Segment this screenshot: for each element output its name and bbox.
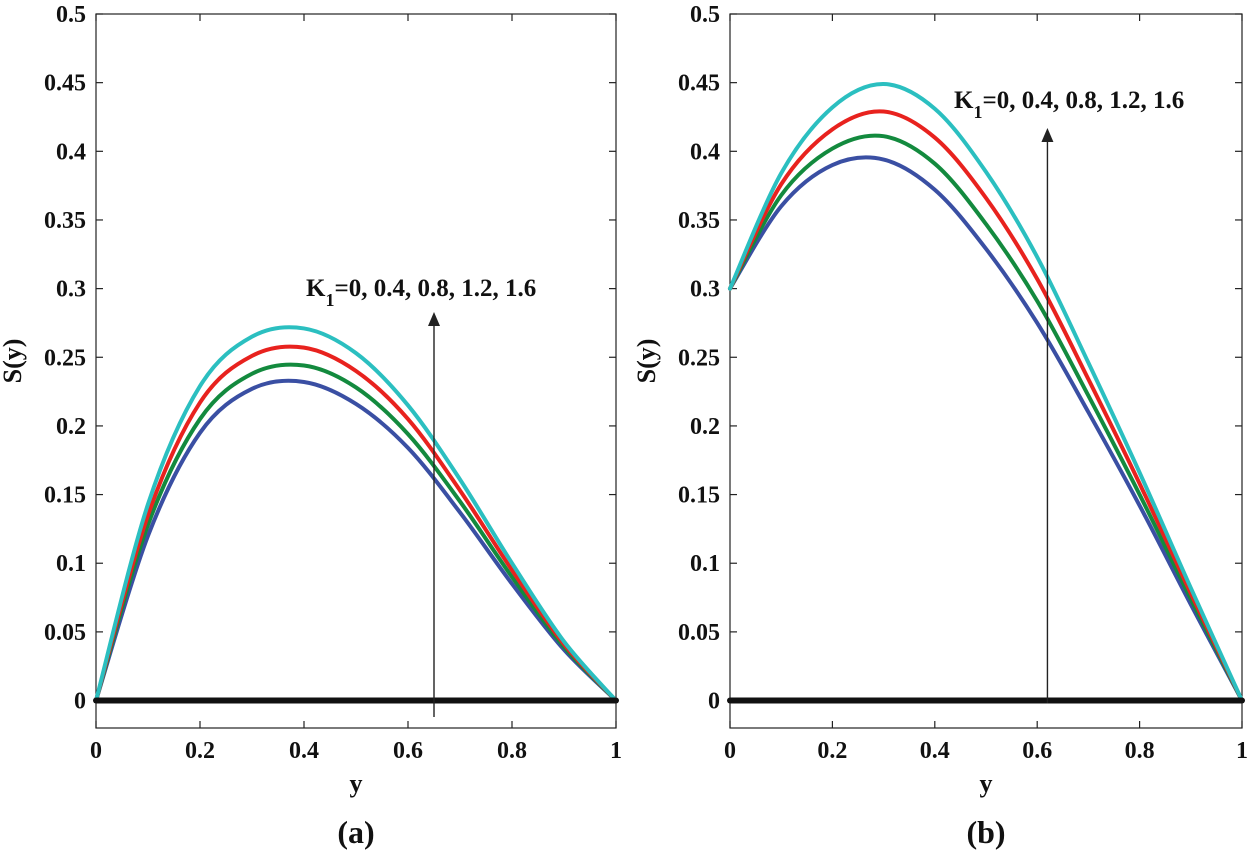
y-tick-label: 0.25 bbox=[44, 345, 86, 371]
x-tick-label: 0.4 bbox=[289, 738, 319, 764]
y-tick-label: 0.35 bbox=[678, 208, 720, 234]
series-line-3 bbox=[94, 325, 618, 703]
x-axis-label: y bbox=[980, 769, 993, 798]
series-line-3 bbox=[728, 82, 1244, 703]
annotation-prefix: K bbox=[954, 87, 974, 114]
y-tick-label: 0.5 bbox=[690, 2, 720, 28]
x-tick-label: 0.8 bbox=[497, 738, 527, 764]
x-tick-label: 1 bbox=[1236, 738, 1248, 764]
x-tick-label: 0 bbox=[90, 738, 102, 764]
annotation-arrow-head bbox=[428, 311, 440, 326]
annotation-prefix: K bbox=[306, 275, 326, 302]
series-line-2 bbox=[728, 109, 1244, 703]
x-tick-label: 0.8 bbox=[1125, 738, 1155, 764]
y-tick-label: 0.2 bbox=[56, 414, 86, 440]
y-tick-label: 0.1 bbox=[56, 551, 86, 577]
y-tick-label: 0.1 bbox=[690, 551, 720, 577]
y-tick-label: 0.15 bbox=[678, 483, 720, 509]
y-tick-label: 0.4 bbox=[690, 139, 720, 165]
chart-panel-b: 0 0.2 0.4 0.6 0.8 1 0 0.05 0.1 0.15 0.2 0.25 0.3 0.35… bbox=[632, 2, 1248, 850]
x-axis-label: y bbox=[350, 769, 363, 798]
panel-caption: (b) bbox=[966, 814, 1005, 850]
panel-caption: (a) bbox=[337, 814, 374, 850]
y-axis-label: S(y) bbox=[632, 339, 661, 384]
annotation-arrow-head bbox=[1041, 127, 1054, 142]
y-tick-label: 0.3 bbox=[56, 277, 86, 303]
x-tick-label: 0.6 bbox=[393, 738, 423, 764]
y-tick-label: 0.05 bbox=[678, 620, 720, 646]
y-tick-label: 0.45 bbox=[678, 71, 720, 97]
annotation-label: K1=0, 0.4, 0.8, 1.2, 1.6 bbox=[306, 275, 536, 310]
y-tick-label: 0.4 bbox=[56, 139, 86, 165]
x-tick-label: 0.6 bbox=[1022, 738, 1052, 764]
series-line-0 bbox=[94, 378, 618, 703]
y-tick-label: 0.5 bbox=[56, 2, 86, 28]
series-line-2 bbox=[94, 344, 618, 703]
chart-panel-a: 0 0.2 0.4 0.6 0.8 1 0 0.05 0.1 0.15 0.2 0.25 0.3 0.35… bbox=[0, 2, 622, 850]
y-tick-label: 0 bbox=[708, 689, 720, 715]
annotation-values: =0, 0.4, 0.8, 1.2, 1.6 bbox=[334, 275, 536, 302]
y-tick-label: 0 bbox=[74, 689, 86, 715]
plot-frame bbox=[729, 13, 1243, 729]
y-tick-label: 0.3 bbox=[690, 277, 720, 303]
y-tick-label: 0.05 bbox=[44, 620, 86, 646]
y-axis-label: S(y) bbox=[0, 339, 27, 384]
y-tick-label: 0.15 bbox=[44, 483, 86, 509]
x-tick-label: 1 bbox=[610, 738, 622, 764]
x-tick-label: 0.4 bbox=[920, 738, 950, 764]
annotation-subscript: 1 bbox=[325, 290, 334, 310]
annotation-subscript: 1 bbox=[973, 102, 982, 122]
annotation-label: K1=0, 0.4, 0.8, 1.2, 1.6 bbox=[954, 87, 1184, 122]
series-line-0 bbox=[728, 155, 1244, 703]
y-tick-label: 0.45 bbox=[44, 71, 86, 97]
annotation-values: =0, 0.4, 0.8, 1.2, 1.6 bbox=[982, 87, 1184, 114]
x-tick-label: 0 bbox=[724, 738, 736, 764]
y-tick-label: 0.35 bbox=[44, 208, 86, 234]
x-tick-label: 0.2 bbox=[185, 738, 215, 764]
x-tick-label: 0.2 bbox=[817, 738, 847, 764]
y-tick-label: 0.2 bbox=[690, 414, 720, 440]
plot-frame bbox=[95, 13, 617, 729]
series-line-1 bbox=[94, 362, 618, 703]
series-line-1 bbox=[728, 133, 1244, 703]
y-tick-label: 0.25 bbox=[678, 345, 720, 371]
